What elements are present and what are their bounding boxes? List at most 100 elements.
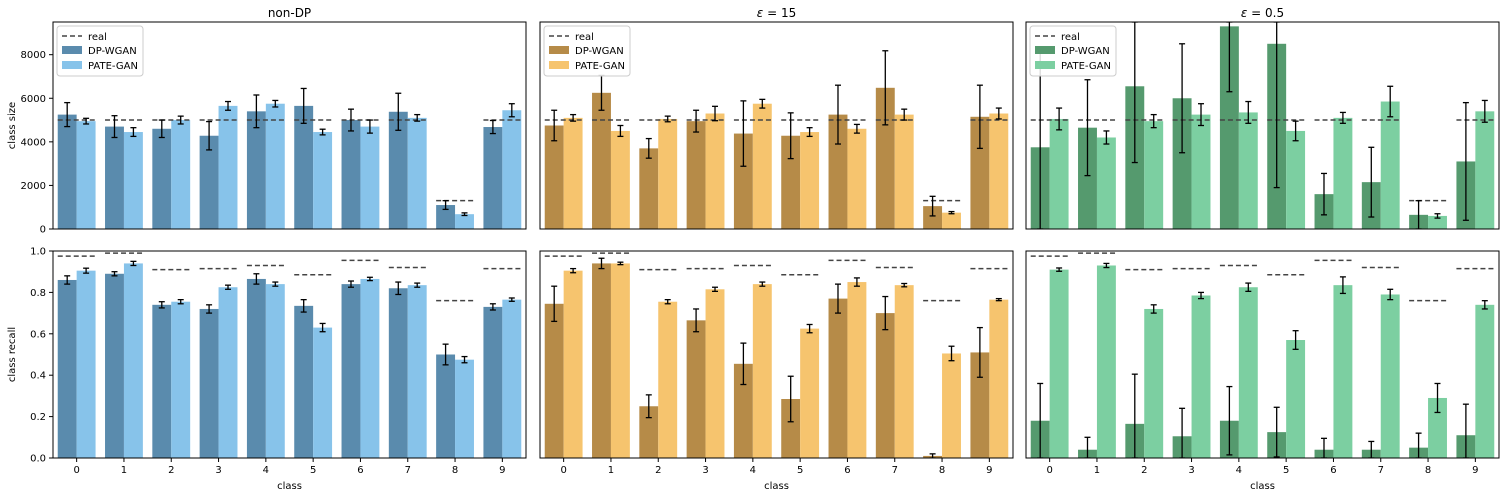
errorbar-dp-7: [395, 92, 402, 131]
errorbar-dp-2: [1131, 22, 1138, 164]
bar-dp-wgan-4: [733, 133, 753, 229]
bar-pate-gan-7: [407, 117, 427, 229]
errorbar-pate-0: [83, 117, 90, 125]
errorbar-pate-3: [225, 100, 232, 111]
errorbar-pate-7: [1387, 85, 1394, 118]
errorbar-dp-9: [1462, 403, 1469, 458]
errorbar-dp-7: [882, 50, 889, 126]
axes-frame: [1025, 21, 1500, 230]
bar-pate-gan-3: [1191, 295, 1211, 458]
errorbar-pate-3: [1198, 291, 1205, 300]
errorbar-dp-5: [300, 87, 307, 124]
bar-pate-gan-2: [658, 301, 678, 458]
errorbar-pate-0: [570, 267, 577, 274]
legend-dp-wgan-swatch: [549, 46, 569, 54]
panel-eps15-size: real DP-WGAN PATE-GAN: [539, 21, 1014, 230]
x-axis-label: class: [764, 481, 789, 492]
bar-pate-gan-1: [610, 130, 630, 229]
bar-pate-gan-3: [218, 287, 238, 458]
errorbar-pate-5: [1292, 120, 1299, 142]
legend-dp-wgan-swatch: [1035, 46, 1055, 54]
bar-pate-gan-9: [989, 113, 1009, 229]
y-tick-label: 1.0: [30, 247, 46, 258]
bar-dp-wgan-2: [639, 406, 659, 458]
plot-area: [57, 252, 522, 458]
bar-dp-wgan-9: [970, 352, 990, 458]
errorbar-dp-8: [442, 200, 449, 211]
bar-pate-gan-9: [502, 110, 522, 229]
errorbar-pate-6: [1339, 111, 1346, 124]
errorbar-pate-0: [1056, 107, 1063, 131]
errorbar-dp-9: [1462, 101, 1469, 221]
x-tick-label: 7: [405, 465, 411, 476]
bar-dp-wgan-3: [686, 320, 706, 458]
legend: real DP-WGAN PATE-GAN: [56, 25, 144, 77]
errorbar-pate-0: [83, 267, 90, 274]
bar-dp-wgan-3: [199, 308, 219, 458]
errorbar-pate-6: [1339, 276, 1346, 295]
bar-dp-wgan-4: [733, 363, 753, 458]
errorbar-dp-7: [882, 295, 889, 331]
y-tick-label: 2000: [21, 181, 46, 192]
errorbar-dp-3: [693, 109, 700, 133]
y-tick-label: 4000: [21, 137, 46, 148]
errorbar-dp-6: [834, 283, 841, 314]
bar-pate-gan-1: [1096, 265, 1116, 458]
bar-dp-wgan-7: [875, 313, 895, 458]
bar-pate-gan-0: [563, 270, 583, 458]
errorbar-pate-4: [759, 98, 766, 109]
bar-pate-gan-6: [847, 282, 867, 458]
bar-dp-wgan-5: [294, 305, 314, 458]
errorbar-dp-3: [693, 308, 700, 333]
panel-eps15-recall: 0 1 2 3 4 5 6 7 8 9 class: [539, 250, 1014, 492]
errorbar-dp-5: [787, 112, 794, 160]
bar-pate-gan-6: [1333, 285, 1353, 458]
errorbar-pate-4: [1245, 282, 1252, 293]
errorbar-dp-8: [929, 453, 936, 458]
errorbar-dp-9: [489, 119, 496, 135]
panel-nondp-recall: 0.0 0.2 0.4 0.6 0.8 1.0 class recall 0 1 2 3 4 5 6 7 8 9…: [7, 247, 527, 492]
x-axis-label: class: [277, 481, 302, 492]
bar-pate-gan-8: [455, 214, 474, 229]
bar-pate-gan-0: [76, 270, 96, 458]
errorbar-pate-8: [1434, 213, 1441, 219]
y-tick-label: 0: [40, 225, 46, 236]
legend: real DP-WGAN PATE-GAN: [1029, 25, 1117, 77]
bar-dp-wgan-9: [483, 127, 503, 229]
x-tick-label: 1: [121, 465, 127, 476]
x-tick-label: 6: [1330, 465, 1336, 476]
errorbar-dp-0: [64, 275, 71, 285]
errorbar-pate-5: [319, 322, 326, 333]
errorbar-pate-2: [1150, 304, 1157, 314]
x-axis-label: class: [1250, 481, 1275, 492]
bar-pate-gan-0: [1049, 118, 1069, 229]
errorbar-dp-6: [1320, 437, 1327, 458]
bar-pate-gan-4: [265, 103, 285, 229]
errorbar-dp-5: [1273, 406, 1280, 458]
errorbar-pate-3: [712, 105, 719, 122]
x-tick-label: 9: [499, 465, 505, 476]
x-tick-label: 5: [1283, 465, 1289, 476]
x-tick-label: 6: [357, 465, 363, 476]
x-tick-label: 0: [560, 465, 566, 476]
axes-frame: [52, 250, 527, 459]
errorbar-pate-7: [414, 282, 421, 288]
errorbar-pate-1: [130, 260, 137, 267]
errorbar-pate-9: [995, 297, 1002, 302]
legend-pate-gan-swatch: [1035, 61, 1055, 69]
y-tick-label: 0.4: [30, 371, 46, 382]
errorbar-pate-1: [617, 261, 624, 266]
bar-pate-gan-7: [894, 114, 914, 229]
bar-dp-wgan-1: [592, 263, 611, 458]
bar-dp-wgan-0: [544, 125, 564, 229]
errorbar-pate-2: [664, 298, 671, 305]
bar-pate-gan-3: [218, 105, 238, 229]
bar-pate-gan-5: [800, 328, 820, 458]
x-tick-label: 8: [1425, 465, 1431, 476]
bar-pate-gan-2: [1144, 308, 1164, 458]
axes-frame: [1025, 250, 1500, 459]
bar-dp-wgan-6: [341, 120, 361, 229]
errorbar-pate-8: [461, 212, 468, 217]
x-tick-label: 2: [655, 465, 661, 476]
